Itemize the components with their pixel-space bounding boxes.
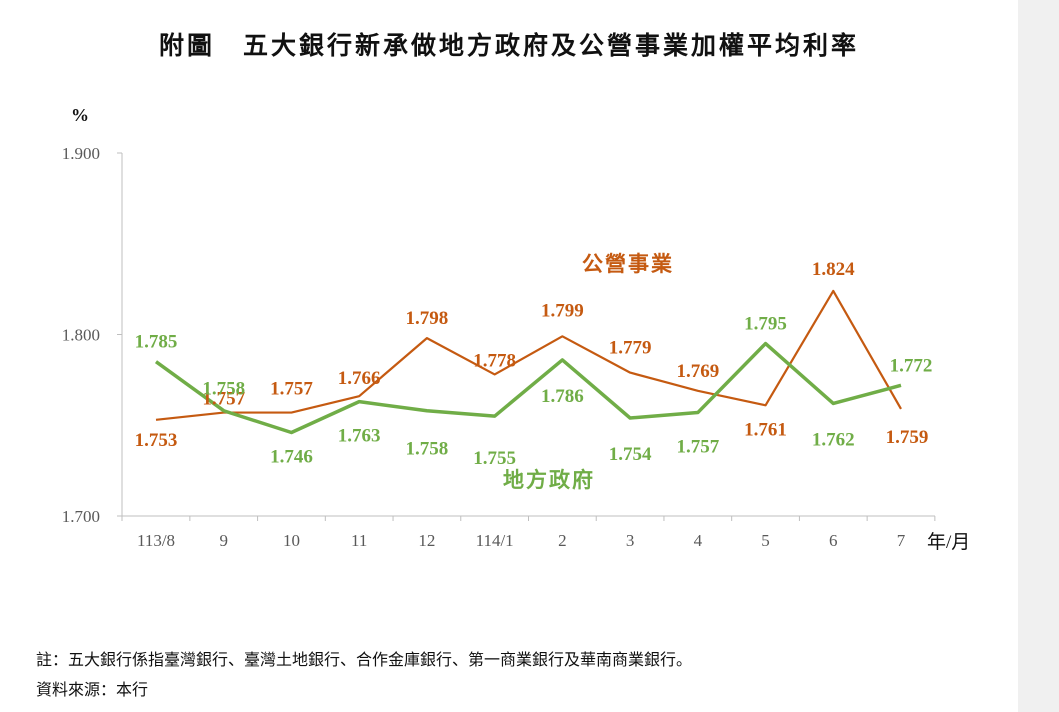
x-axis-unit: 年/月 [927,531,970,553]
data-label-public-enterprise: 1.766 [338,368,381,389]
data-label-local-government: 1.755 [473,448,516,469]
x-tick-label: 114/1 [476,531,514,550]
data-label-local-government: 1.762 [812,429,855,450]
x-tick-label: 9 [219,531,228,550]
x-tick-label: 3 [626,531,635,550]
x-tick-label: 12 [418,531,435,550]
data-label-public-enterprise: 1.779 [609,338,652,359]
x-tick-label: 6 [829,531,838,550]
data-labels: 1.753 1.757 1.757 1.766 1.798 1.778 1.799 1.779… [135,252,933,492]
x-tick-label: 2 [558,531,567,550]
data-label-public-enterprise: 1.778 [473,350,516,371]
y-tick-label: 1.800 [62,326,100,345]
data-label-public-enterprise: 1.757 [202,389,245,410]
x-tick-label: 4 [694,531,703,550]
data-label-public-enterprise: 1.759 [886,427,929,448]
data-label-local-government: 1.758 [406,439,449,460]
data-label-public-enterprise: 1.757 [270,379,313,400]
x-tick-label: 11 [351,531,367,550]
data-label-local-government: 1.795 [744,314,787,335]
series-name-local-government: 地方政府 [503,468,595,492]
x-tick-label: 10 [283,531,300,550]
page: 附圖 五大銀行新承做地方政府及公營事業加權平均利率 1.700 1.800 1.90… [0,0,1018,712]
data-label-public-enterprise: 1.824 [812,259,855,280]
axes: 1.700 1.800 1.900% 113/8 9 10 11 12 114/1 2 3 4 5 6 7 年… [62,105,971,553]
footnote: 註：五大銀行係指臺灣銀行、臺灣土地銀行、合作金庫銀行、第一商業銀行及華南商業銀行… [36,650,693,669]
data-label-public-enterprise: 1.761 [744,419,787,440]
data-label-local-government: 1.772 [890,355,933,376]
source-note: 資料來源：本行 [36,680,149,699]
x-tick-label: 7 [897,531,906,550]
chart-title: 附圖 五大銀行新承做地方政府及公營事業加權平均利率 [158,31,859,60]
data-label-public-enterprise: 1.799 [541,300,584,321]
y-tick-label: 1.700 [62,507,100,526]
data-label-local-government: 1.786 [541,386,584,407]
x-tick-label: 113/8 [137,531,175,550]
y-axis-unit: % [71,105,89,125]
series-line-public-enterprise [155,289,902,421]
data-label-local-government: 1.754 [609,444,652,465]
series-lines [154,289,902,435]
y-tick-label: 1.900 [62,144,100,163]
x-tick-label: 5 [761,531,770,550]
series-name-public-enterprise: 公營事業 [582,252,674,276]
data-label-local-government: 1.757 [676,437,719,458]
line-chart: 1.700 1.800 1.900% 113/8 9 10 11 12 114/1 2 3 4 5 6 7 年… [62,105,971,553]
data-label-local-government: 1.763 [338,426,381,447]
data-label-public-enterprise: 1.798 [406,308,449,329]
series-line-local-government [154,341,902,435]
data-label-local-government: 1.758 [202,379,245,400]
data-label-local-government: 1.785 [135,332,178,353]
data-label-public-enterprise: 1.753 [135,430,178,451]
data-label-local-government: 1.746 [270,447,313,468]
data-label-public-enterprise: 1.769 [676,361,719,382]
